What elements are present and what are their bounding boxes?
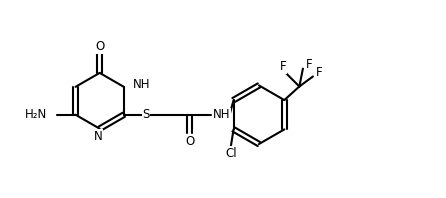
Text: Cl: Cl <box>225 147 236 160</box>
Text: F: F <box>280 60 286 73</box>
Text: NH: NH <box>133 78 151 91</box>
Text: F: F <box>316 66 322 79</box>
Text: S: S <box>142 108 150 121</box>
Text: O: O <box>185 135 194 148</box>
Text: O: O <box>95 40 104 53</box>
Text: NH: NH <box>213 108 230 121</box>
Text: F: F <box>306 58 313 71</box>
Text: N: N <box>94 130 102 143</box>
Text: H₂N: H₂N <box>25 108 47 121</box>
